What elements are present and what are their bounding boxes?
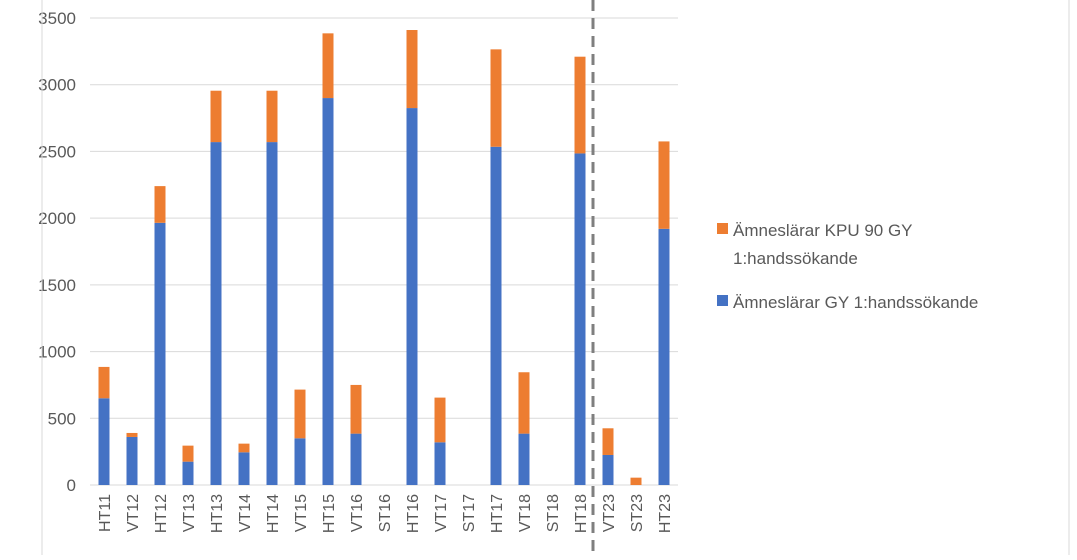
bar-segment-kpu-vt17 [434, 397, 446, 443]
bar-segment-gy-ht16 [406, 108, 418, 486]
bar-segment-kpu-vt13 [182, 445, 194, 462]
x-tick-label: ST16 [377, 494, 394, 532]
x-tick-label: HT12 [153, 494, 170, 533]
bar-segment-kpu-vt15 [294, 389, 306, 439]
legend-label: Ämneslärar GY 1:handssökande [733, 293, 978, 312]
x-tick-label: VT15 [293, 494, 310, 532]
legend-label: Ämneslärar KPU 90 GY [733, 221, 913, 240]
bar-segment-gy-vt12 [126, 436, 138, 485]
bar-segment-kpu-vt18 [518, 372, 530, 434]
bar-segment-kpu-vt14 [238, 443, 250, 453]
bar-segment-kpu-vt16 [350, 384, 362, 434]
x-tick-label: VT18 [517, 494, 534, 532]
y-tick-label: 2500 [38, 142, 76, 161]
bar-segment-kpu-ht18 [574, 56, 586, 154]
x-tick-label: HT23 [657, 494, 674, 533]
bar-segment-kpu-ht23 [658, 141, 670, 229]
bar-segment-kpu-ht12 [154, 186, 166, 223]
bar-segment-gy-vt18 [518, 433, 530, 485]
bar-segment-kpu-ht16 [406, 30, 418, 109]
y-tick-label: 3500 [38, 9, 76, 28]
legend-swatch [717, 295, 728, 306]
x-tick-label: HT14 [265, 494, 282, 533]
bar-segment-kpu-vt12 [126, 432, 138, 437]
bar-segment-gy-ht23 [658, 228, 670, 485]
y-tick-label: 3000 [38, 76, 76, 95]
bars [98, 30, 670, 486]
x-tick-label: HT16 [405, 494, 422, 533]
x-tick-label: ST17 [461, 494, 478, 532]
x-tick-label: ST18 [545, 494, 562, 532]
bar-segment-kpu-st23 [630, 477, 642, 485]
y-tick-label: 1500 [38, 276, 76, 295]
x-tick-label: HT18 [573, 494, 590, 533]
bar-segment-gy-ht13 [210, 142, 222, 486]
x-tick-label: VT13 [181, 494, 198, 532]
x-tick-label: VT14 [237, 494, 254, 532]
x-tick-label: HT11 [97, 494, 114, 532]
bar-segment-kpu-vt23 [602, 428, 614, 455]
bar-segment-gy-ht17 [490, 146, 502, 485]
bar-segment-gy-vt17 [434, 442, 446, 485]
bar-segment-kpu-ht13 [210, 90, 222, 143]
bar-segment-gy-ht18 [574, 153, 586, 485]
x-axis-tick-labels: HT11 VT12 HT12 VT13 HT13 VT14 HT14 VT15 HT15 VT16… [97, 494, 674, 533]
bar-segment-gy-ht11 [98, 398, 110, 485]
bar-segment-kpu-ht14 [266, 90, 278, 143]
x-tick-label: VT17 [433, 494, 450, 532]
legend: Ämneslärar KPU 90 GY 1:handssökande Ämnesl… [717, 221, 978, 312]
x-tick-label: VT12 [125, 494, 142, 532]
bar-segment-gy-ht12 [154, 222, 166, 485]
bar-segment-gy-vt23 [602, 454, 614, 485]
bar-segment-gy-vt14 [238, 452, 250, 485]
bar-segment-kpu-ht15 [322, 33, 334, 99]
bar-segment-gy-vt15 [294, 438, 306, 485]
y-tick-label: 1000 [38, 343, 76, 362]
x-tick-label: VT23 [601, 494, 618, 532]
bar-segment-gy-ht15 [322, 98, 334, 486]
x-tick-label: HT13 [209, 494, 226, 533]
y-tick-label: 0 [67, 476, 76, 495]
x-tick-label: HT17 [489, 494, 506, 533]
bar-segment-kpu-ht17 [490, 49, 502, 147]
bar-segment-kpu-ht11 [98, 366, 110, 399]
y-tick-label: 500 [48, 409, 76, 428]
x-tick-label: VT16 [349, 494, 366, 532]
x-tick-label: HT15 [321, 494, 338, 533]
legend-swatch [717, 223, 728, 234]
bar-segment-gy-ht14 [266, 142, 278, 486]
bar-segment-gy-vt16 [350, 433, 362, 485]
x-tick-label: ST23 [629, 494, 646, 532]
bar-segment-gy-vt13 [182, 461, 194, 485]
legend-label-continued: 1:handssökande [733, 249, 858, 268]
y-tick-label: 2000 [38, 209, 76, 228]
y-axis-tick-labels: 0 500 1000 1500 2000 2500 3000 3500 [38, 9, 76, 495]
